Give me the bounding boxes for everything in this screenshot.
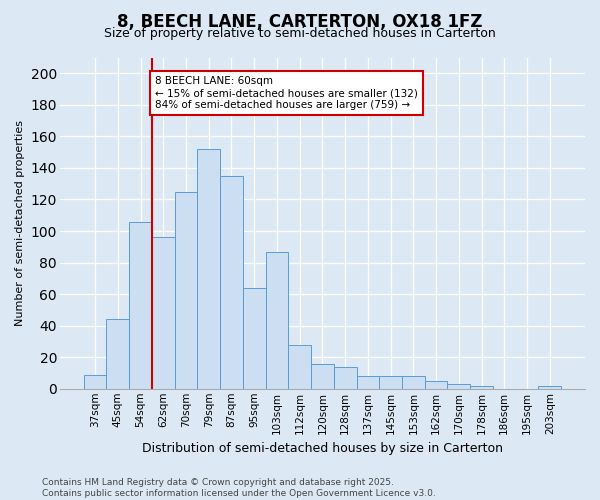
Bar <box>538 386 561 389</box>
Bar <box>175 192 197 389</box>
Bar <box>402 376 425 389</box>
Bar <box>106 320 129 389</box>
Bar <box>379 376 402 389</box>
Bar <box>197 149 220 389</box>
Text: Size of property relative to semi-detached houses in Carterton: Size of property relative to semi-detach… <box>104 28 496 40</box>
Bar <box>334 366 356 389</box>
Bar <box>220 176 243 389</box>
Bar <box>470 386 493 389</box>
Bar <box>356 376 379 389</box>
Bar <box>448 384 470 389</box>
Bar <box>311 364 334 389</box>
Text: 8, BEECH LANE, CARTERTON, OX18 1FZ: 8, BEECH LANE, CARTERTON, OX18 1FZ <box>117 12 483 30</box>
Bar <box>289 344 311 389</box>
Bar <box>266 252 289 389</box>
Bar <box>152 238 175 389</box>
X-axis label: Distribution of semi-detached houses by size in Carterton: Distribution of semi-detached houses by … <box>142 442 503 455</box>
Bar <box>243 288 266 389</box>
Bar <box>129 222 152 389</box>
Bar <box>84 374 106 389</box>
Bar <box>425 381 448 389</box>
Y-axis label: Number of semi-detached properties: Number of semi-detached properties <box>15 120 25 326</box>
Text: Contains HM Land Registry data © Crown copyright and database right 2025.
Contai: Contains HM Land Registry data © Crown c… <box>42 478 436 498</box>
Text: 8 BEECH LANE: 60sqm
← 15% of semi-detached houses are smaller (132)
84% of semi-: 8 BEECH LANE: 60sqm ← 15% of semi-detach… <box>155 76 418 110</box>
